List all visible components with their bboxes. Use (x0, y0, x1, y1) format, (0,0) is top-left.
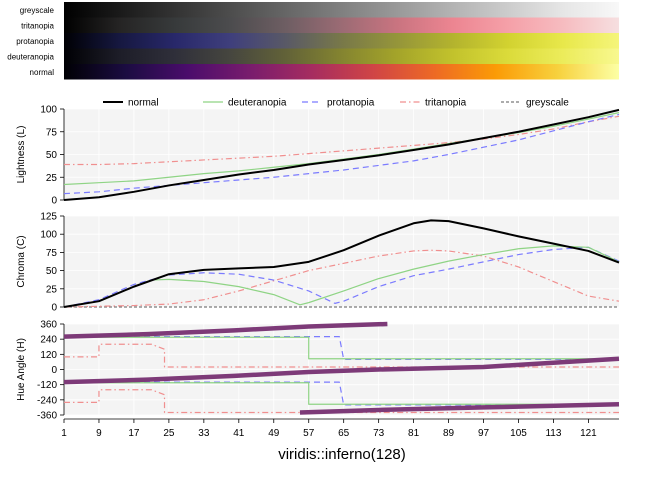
line-panels: 0 25 50 75 100 Lightness (L) 0 25 50 75 100 125 Chro… (16, 105, 620, 422)
series-line-deuteranopia (64, 336, 619, 360)
y-axis-label: Hue Angle (H) (16, 338, 27, 401)
legend: normal deuteranopia protanopia tritanopia gr… (103, 98, 569, 109)
x-tick-label: 41 (233, 428, 245, 439)
panel-3: -360 -240 -120 0 120 240 360 Hue Angle (H) (16, 320, 620, 422)
y-tick-label: 75 (46, 248, 58, 259)
swatch-label: normal (30, 68, 55, 77)
y-tick-label: -360 (37, 411, 57, 422)
legend-label: tritanopia (425, 98, 467, 109)
series-line-deuteranopia (64, 382, 619, 405)
legend-label: greyscale (526, 98, 569, 109)
x-tick-label: 81 (408, 428, 420, 439)
y-tick-label: 360 (40, 320, 57, 331)
panel-background (64, 216, 619, 307)
y-tick-label: 0 (51, 365, 57, 376)
swatch-label: greyscale (20, 6, 55, 15)
series-line-tritanopia (63, 249, 620, 308)
y-axis-label: Lightness (L) (16, 126, 27, 184)
series-line-tritanopia (64, 343, 619, 368)
x-tick-label: 25 (163, 428, 175, 439)
legend-label: deuteranopia (228, 98, 287, 109)
y-tick-label: -120 (37, 380, 57, 391)
swatch-label: tritanopia (21, 21, 54, 30)
y-tick-label: -240 (37, 395, 57, 406)
y-tick-label: 50 (46, 150, 58, 161)
x-tick-label: 1 (61, 428, 67, 439)
y-tick-label: 25 (46, 173, 58, 184)
x-tick-label: 17 (128, 428, 140, 439)
panel-1: 0 25 50 75 100 Lightness (L) (16, 105, 620, 207)
y-tick-label: 0 (51, 303, 57, 314)
legend-item-protanopia: protanopia (302, 98, 375, 109)
x-tick-label: 97 (478, 428, 490, 439)
x-tick-label: 89 (443, 428, 455, 439)
series-line-tritanopia (64, 115, 620, 166)
legend-label: protanopia (327, 98, 375, 109)
x-tick-label: 49 (268, 428, 280, 439)
series-line-normal (63, 356, 620, 385)
swatch-label: protanopia (16, 37, 54, 46)
swatch-tritanopia (64, 17, 619, 33)
y-tick-label: 100 (40, 105, 57, 116)
y-tick-label: 25 (46, 284, 58, 295)
y-tick-label: 50 (46, 266, 58, 277)
x-axis: 1 9 17 25 33 41 49 57 65 73 81 89 97 105 113 121 (61, 418, 619, 439)
series-line-tritanopia (64, 389, 619, 414)
series-line-normal (63, 108, 620, 201)
series-line-normal (63, 321, 388, 339)
x-tick-label: 33 (198, 428, 210, 439)
y-tick-label: 0 (51, 196, 57, 207)
y-tick-label: 75 (46, 127, 58, 138)
series-line-normal (299, 402, 620, 415)
legend-item-normal: normal (103, 98, 159, 109)
x-tick-label: 57 (303, 428, 315, 439)
x-tick-label: 65 (338, 428, 350, 439)
swatch-label: deuteranopia (7, 52, 54, 61)
y-tick-label: 100 (40, 230, 57, 241)
y-tick-label: 240 (40, 335, 57, 346)
x-tick-label: 113 (545, 428, 561, 439)
x-tick-label: 9 (96, 428, 102, 439)
swatch-protanopia (64, 33, 619, 49)
x-tick-label: 73 (373, 428, 385, 439)
swatch-strips: greyscale tritanopia protanopia deuteranopi… (7, 2, 619, 80)
swatch-greyscale (64, 2, 619, 18)
y-axis-label: Chroma (C) (16, 235, 27, 287)
legend-label: normal (128, 98, 159, 109)
x-tick-label: 105 (510, 428, 527, 439)
swatch-normal (64, 64, 619, 80)
legend-item-tritanopia: tritanopia (400, 98, 467, 109)
x-tick-label: 121 (580, 428, 597, 439)
x-axis-title: viridis::inferno(128) (278, 446, 406, 463)
legend-item-greyscale: greyscale (501, 98, 569, 109)
y-tick-label: 120 (40, 350, 57, 361)
series-line-protanopia (63, 113, 620, 195)
y-tick-label: 125 (40, 212, 57, 223)
series-line-normal (63, 219, 620, 308)
swatch-deuteranopia (64, 48, 619, 64)
legend-item-deuteranopia: deuteranopia (203, 98, 287, 109)
panel-2: 0 25 50 75 100 125 Chroma (C) (16, 212, 620, 314)
